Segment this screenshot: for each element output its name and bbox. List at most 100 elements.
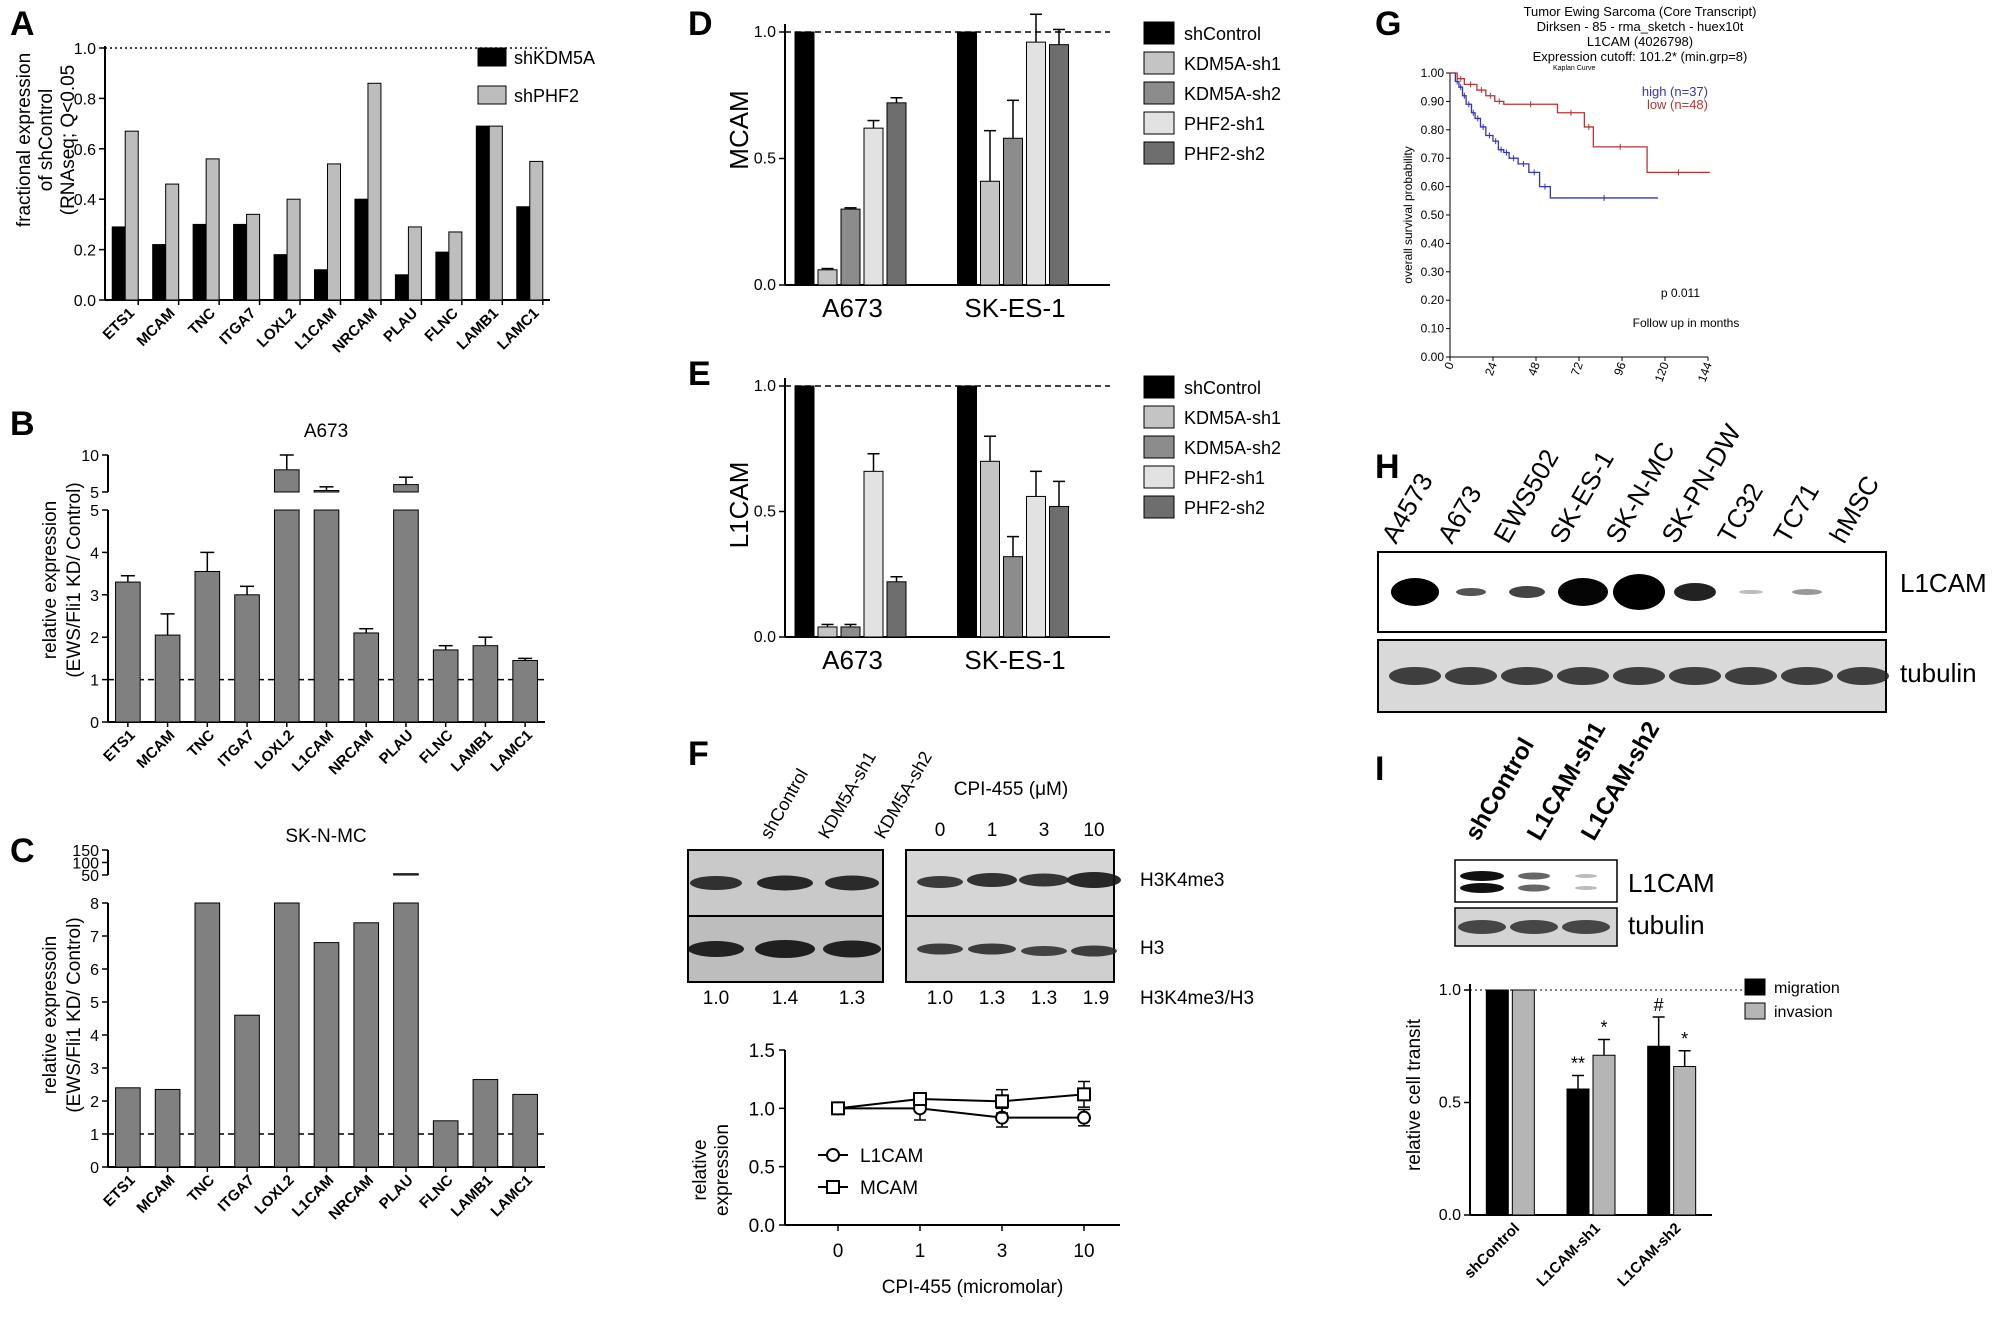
panel-letter-f: F xyxy=(688,735,709,773)
panel-g-chart: 0.00 0.10 0.20 0.30 0.40 0.50 0.60 0.70 0.80 0.90… xyxy=(1421,66,1715,384)
panel-i-bands xyxy=(1458,871,1610,934)
panel-f-ratio-shcontrol: 1.0 xyxy=(703,988,729,1009)
H-lane-label-tc32: TC32 xyxy=(1711,478,1769,548)
panel-f-ratio-dose-10: 1.9 xyxy=(1083,988,1109,1009)
B-xtick-label-mcam: MCAM xyxy=(133,727,178,772)
I-significance-invasion-l1cam-sh1: * xyxy=(1600,1018,1607,1038)
panel-a-ylabel-line2: of shControl xyxy=(36,89,57,191)
E-bar-kdm5a-sh1-a673 xyxy=(817,626,838,638)
panel-a-bar-shkdm5a-loxl2 xyxy=(273,254,288,301)
H-band-tubulin-tc71 xyxy=(1781,667,1833,685)
D-bar-kdm5a-sh2-a673 xyxy=(840,208,861,286)
E-legend-swatch-phf2-sh1 xyxy=(1143,465,1175,489)
E-bar-phf2-sh1-sk-es-1 xyxy=(1026,495,1046,638)
B-bar-lower-loxl2 xyxy=(273,509,300,723)
panel-a-bar-shphf2-ets1 xyxy=(124,130,139,301)
I-bar-invasion-l1cam-sh1 xyxy=(1592,1054,1616,1216)
I-bar-migration-shcontrol xyxy=(1485,989,1509,1216)
D-xtick-label-sk-es-1: SK-ES-1 xyxy=(964,293,1065,323)
F-ytick-label: 1.5 xyxy=(749,1041,775,1062)
G-ytick-label: 0.60 xyxy=(1421,180,1445,194)
D-legend-swatch-shcontrol xyxy=(1143,21,1175,45)
B-bar-lamb1 xyxy=(472,645,499,723)
panel-g-header-line3: L1CAM (4026798) xyxy=(1587,34,1693,49)
F-ytick-label: 0.0 xyxy=(749,1216,775,1237)
panel-i-band-tubulin: tubulin xyxy=(1628,910,1705,940)
E-legend-label-kdm5a-sh2: KDM5A-sh2 xyxy=(1184,438,1281,458)
panel-i-band-l1cam: L1CAM xyxy=(1628,868,1715,898)
panel-b-ylabel-line2: (EWS/Fli1 KD/ Control) xyxy=(64,482,85,677)
panel-f-band-5 xyxy=(823,940,881,958)
I-legend-label-invasion: invasion xyxy=(1774,1004,1833,1021)
panel-a-bar-shkdm5a-ets1 xyxy=(111,226,126,301)
H-band-tubulin-hmsc xyxy=(1837,667,1889,685)
I-legend-swatch-invasion xyxy=(1744,1002,1766,1020)
E-legend-swatch-kdm5a-sh2 xyxy=(1143,435,1175,459)
panel-g-header-line1: Tumor Ewing Sarcoma (Core Transcript) xyxy=(1524,4,1757,19)
panel-e-chart: 0.0 0.5 1.0 A673 SK-ES-1 shControl KDM5A-sh1 KD… xyxy=(754,375,1281,675)
E-legend-swatch-phf2-sh2 xyxy=(1143,495,1175,519)
F-point-mcam-2 xyxy=(995,1094,1009,1109)
panel-c-ylabel-line2: (EWS/Fli1 KD/ Control) xyxy=(64,917,85,1112)
C-bar-l1cam xyxy=(313,942,340,1168)
B-bar-tnc xyxy=(194,570,221,723)
panel-a-bar-shphf2-nrcam xyxy=(367,82,382,301)
C-xtick-label-mcam: MCAM xyxy=(133,1172,178,1217)
C-xtick-label-tnc: TNC xyxy=(184,1172,218,1206)
F-legend-marker-mcam xyxy=(826,1180,840,1194)
panel-a-bar-shphf2-flnc xyxy=(448,231,463,301)
I-ytick-label: 0.5 xyxy=(1439,1095,1461,1112)
panel-a-ytick-label: 0.8 xyxy=(74,91,96,108)
panel-a-bar-shphf2-mcam xyxy=(165,183,180,301)
B-ytick-label-lower: 1 xyxy=(90,673,99,690)
D-legend-swatch-kdm5a-sh2 xyxy=(1143,81,1175,105)
E-bar-shcontrol-sk-es-1 xyxy=(957,385,977,638)
panel-a-bar-shkdm5a-nrcam xyxy=(354,198,369,301)
H-lane-label-tc71: TC71 xyxy=(1767,478,1825,548)
panel-f-band-1 xyxy=(757,875,813,891)
I-band-l1cam-lower-1 xyxy=(1518,884,1550,892)
panel-a-ylabel-line1: fractional expression xyxy=(14,53,35,227)
F-legend-label-l1cam: L1CAM xyxy=(860,1146,923,1167)
F-point-mcam-0 xyxy=(831,1101,845,1116)
panel-f-dose-3: 3 xyxy=(1039,820,1050,841)
F-xtick-label-3: 3 xyxy=(997,1241,1008,1262)
panel-a-legend-swatch-shkdm5a xyxy=(477,47,507,67)
I-significance-migration-l1cam-sh2: # xyxy=(1654,995,1664,1015)
I-bar-invasion-l1cam-sh2 xyxy=(1673,1066,1697,1216)
panel-f-lane-kdm5a-sh2: KDM5A-sh2 xyxy=(870,748,936,842)
panel-letter-c: C xyxy=(10,832,35,870)
panel-a-ylabel: fractional expression of shControl (RNAs… xyxy=(14,53,79,227)
panel-a-bar-shphf2-plau xyxy=(407,226,422,301)
F-ytick-label: 0.5 xyxy=(749,1158,775,1179)
panel-h-band-l1cam: L1CAM xyxy=(1900,568,1987,598)
panel-letter-i: I xyxy=(1375,750,1384,788)
panel-a-bar-shkdm5a-l1cam xyxy=(314,269,328,301)
I-band-tubulin-0 xyxy=(1458,920,1506,934)
E-bar-kdm5a-sh2-sk-es-1 xyxy=(1003,556,1023,638)
G-ytick-label: 0.30 xyxy=(1421,265,1445,279)
D-bar-phf2-sh1-sk-es-1 xyxy=(1026,41,1046,286)
G-xtick-label-24: 24 xyxy=(1482,360,1500,378)
panel-f-ratio-kdm5a-sh1: 1.4 xyxy=(772,988,799,1009)
D-legend-label-kdm5a-sh1: KDM5A-sh1 xyxy=(1184,54,1281,74)
panel-a-ytick-label: 0.2 xyxy=(74,243,96,260)
C-ytick-label-lower: 1 xyxy=(90,1127,99,1144)
F-xlabel: CPI-455 (micromolar) xyxy=(882,1277,1064,1298)
C-xtick-label-plau: PLAU xyxy=(376,1172,417,1213)
D-bar-phf2-sh2-sk-es-1 xyxy=(1049,44,1069,286)
panel-a-bar-shphf2-lamc1 xyxy=(529,160,544,301)
D-bar-phf2-sh2-a673 xyxy=(886,102,907,286)
G-legend-low-n-48: low (n=48) xyxy=(1647,97,1708,112)
I-bar-migration-l1cam-sh1 xyxy=(1566,1088,1590,1216)
G-ytick-label: 0.40 xyxy=(1421,236,1445,250)
B-xtick-label-itga7: ITGA7 xyxy=(215,727,258,770)
H-band-tubulin-ews502 xyxy=(1501,667,1553,685)
I-band-l1cam-lower-2 xyxy=(1575,886,1597,890)
H-band-l1cam-tc71 xyxy=(1792,589,1822,595)
I-bar-invasion-shcontrol xyxy=(1511,989,1535,1216)
H-band-tubulin-tc32 xyxy=(1725,667,1777,685)
